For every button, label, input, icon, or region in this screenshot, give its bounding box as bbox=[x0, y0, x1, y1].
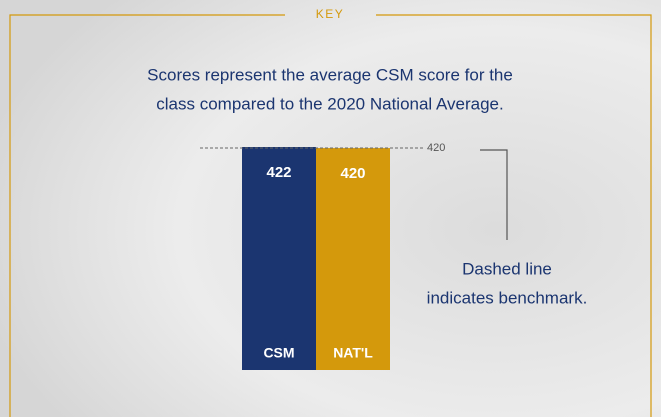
category-label: NAT'L bbox=[333, 345, 373, 361]
category-label: CSM bbox=[263, 345, 294, 361]
value-label: 422 bbox=[266, 164, 291, 181]
annotation: indicates benchmark. bbox=[427, 288, 588, 307]
annotation-bracket bbox=[480, 149, 508, 240]
value-label: 420 bbox=[340, 165, 365, 182]
benchmark-label: 420 bbox=[427, 142, 445, 154]
bar bbox=[242, 147, 316, 370]
annotation: Dashed line bbox=[462, 259, 552, 278]
frame-left bbox=[9, 14, 285, 417]
bar bbox=[316, 148, 390, 370]
heading: KEY bbox=[316, 7, 345, 21]
frame bbox=[9, 14, 652, 417]
frame-right bbox=[376, 14, 652, 417]
description: Scores represent the average CSM score f… bbox=[147, 65, 513, 84]
description: class compared to the 2020 National Aver… bbox=[156, 94, 503, 113]
